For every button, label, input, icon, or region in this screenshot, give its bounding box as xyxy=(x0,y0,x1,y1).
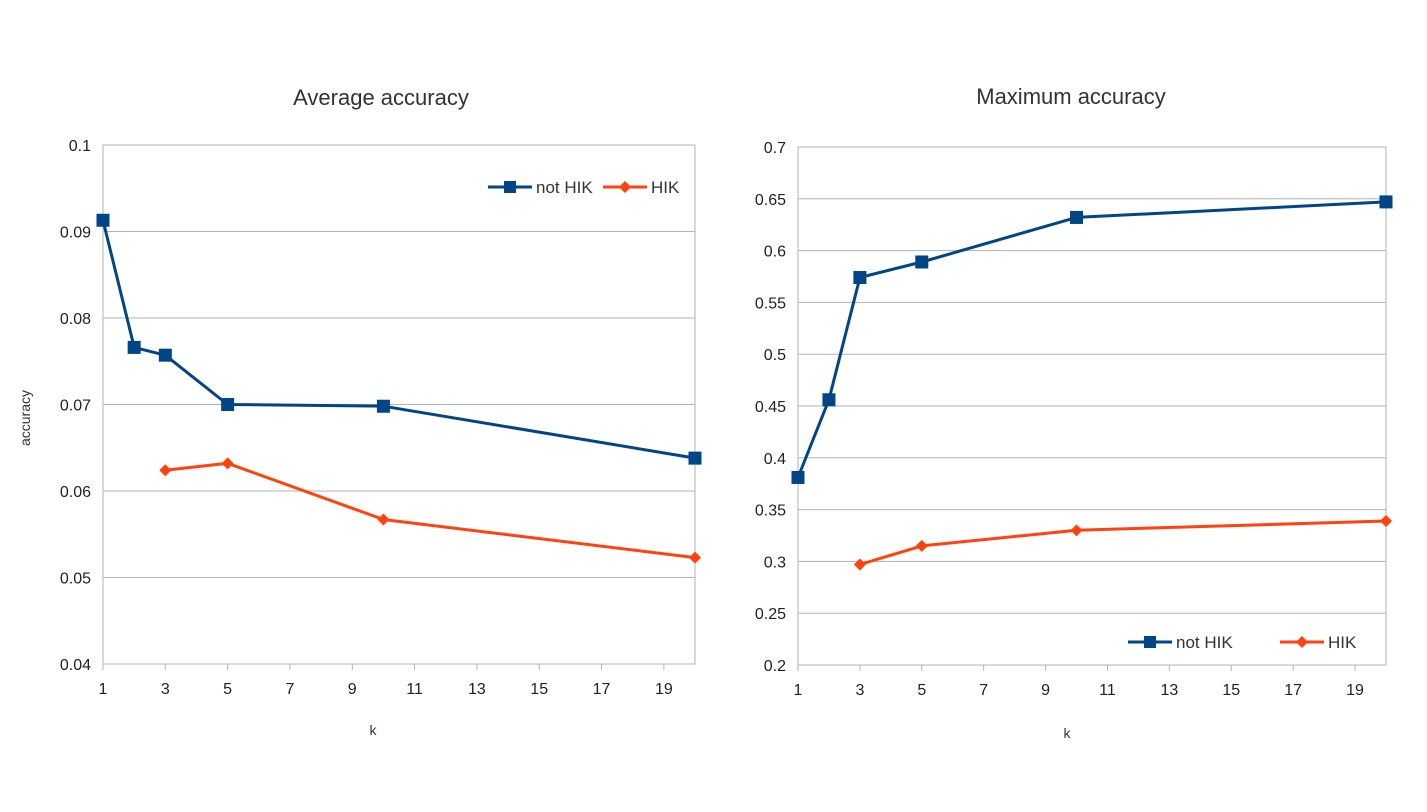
data-point xyxy=(221,457,234,470)
data-point xyxy=(1380,514,1392,527)
y-axis-label: accuracy xyxy=(17,390,33,446)
average-accuracy-chart: Average accuracy k accuracy 0.04 0.05 0.06… xyxy=(17,85,702,738)
legend-item: HIK xyxy=(1280,633,1357,652)
y-tick-label: 0.06 xyxy=(60,484,91,501)
legend-marker xyxy=(619,181,631,193)
data-point xyxy=(915,539,928,552)
y-tick-label: 0.55 xyxy=(755,295,786,312)
chart-title: Maximum accuracy xyxy=(976,84,1165,109)
y-tick-label: 0.25 xyxy=(755,606,786,623)
x-tick-label: 17 xyxy=(1284,682,1302,699)
legend-marker xyxy=(1296,636,1308,648)
series-line xyxy=(859,519,1387,566)
maximum-accuracy-chart: Maximum accuracy k 0.2 0.25 0.3 0.35 0.4 0.45… xyxy=(755,84,1393,741)
x-tick-label: 19 xyxy=(655,681,673,698)
series-not-hik xyxy=(96,213,702,465)
x-tick-label: 7 xyxy=(285,681,294,698)
x-tick-label: 5 xyxy=(223,681,232,698)
legend-marker xyxy=(1144,636,1156,648)
y-tick-label: 0.04 xyxy=(60,657,91,674)
data-point xyxy=(915,255,929,269)
y-tick-label: 0.45 xyxy=(755,399,786,416)
y-tick-label: 0.2 xyxy=(764,658,786,675)
x-tick-label: 13 xyxy=(468,681,486,698)
legend: not HIK HIK xyxy=(1128,633,1357,652)
series-hik xyxy=(853,514,1392,571)
data-point xyxy=(158,348,172,362)
legend: not HIK HIK xyxy=(488,178,680,197)
data-point xyxy=(1070,524,1083,537)
x-axis-label: k xyxy=(1064,725,1072,741)
y-tick-label: 0.6 xyxy=(764,244,786,261)
x-tick-label: 1 xyxy=(794,682,803,699)
x-tick-label: 19 xyxy=(1346,682,1364,699)
y-tick-label: 0.08 xyxy=(60,311,91,328)
x-tick-label: 5 xyxy=(917,682,926,699)
x-tick-label: 7 xyxy=(979,682,988,699)
chart-title: Average accuracy xyxy=(293,85,469,110)
series-line xyxy=(101,219,696,460)
y-tick-label: 0.05 xyxy=(60,571,91,588)
y-tick-label: 0.3 xyxy=(764,554,786,571)
data-point xyxy=(159,464,172,477)
data-point xyxy=(376,399,390,413)
y-tick-label: 0.4 xyxy=(764,451,786,468)
x-tick-label: 1 xyxy=(99,681,108,698)
data-point xyxy=(853,558,866,571)
gridlines xyxy=(103,144,695,665)
legend-label: HIK xyxy=(651,178,680,197)
data-point xyxy=(853,271,867,285)
data-point xyxy=(791,470,805,484)
x-tick-label: 11 xyxy=(406,681,423,698)
gridlines xyxy=(798,146,1386,666)
data-point xyxy=(689,551,701,564)
data-point xyxy=(221,398,235,411)
data-point xyxy=(688,451,702,465)
x-axis-label: k xyxy=(370,722,378,738)
series-line xyxy=(165,461,696,560)
x-tick-label: 9 xyxy=(1041,682,1050,699)
data-point xyxy=(127,340,141,354)
legend-label: not HIK xyxy=(536,178,593,197)
x-tick-label: 3 xyxy=(855,682,864,699)
y-tick-label: 0.65 xyxy=(755,192,786,209)
series-hik xyxy=(159,457,701,564)
x-tick-label: 13 xyxy=(1160,682,1178,699)
y-tick-label: 0.07 xyxy=(60,398,91,415)
x-tick-label: 9 xyxy=(348,681,357,698)
legend-marker xyxy=(504,181,516,193)
x-tick-label: 11 xyxy=(1099,682,1116,699)
y-tick-label: 0.5 xyxy=(764,347,786,364)
data-point xyxy=(1379,195,1393,209)
legend-item: not HIK xyxy=(1128,633,1233,652)
legend-item: not HIK xyxy=(488,178,593,197)
y-tick-label: 0.35 xyxy=(755,503,786,520)
data-point xyxy=(96,213,110,227)
legend-label: not HIK xyxy=(1176,633,1233,652)
plot-area xyxy=(797,146,1387,666)
series-line xyxy=(796,200,1387,479)
legend-item: HIK xyxy=(603,178,680,197)
x-tick-label: 3 xyxy=(161,681,170,698)
data-point xyxy=(377,513,390,526)
series-not-hik xyxy=(791,195,1393,484)
plot-area xyxy=(102,144,696,665)
legend-label: HIK xyxy=(1328,633,1357,652)
data-point xyxy=(822,393,836,407)
y-tick-label: 0.1 xyxy=(69,138,91,155)
y-tick-label: 0.7 xyxy=(764,140,786,157)
y-tick-label: 0.09 xyxy=(60,225,91,242)
data-point xyxy=(1070,210,1084,224)
x-tick-label: 15 xyxy=(530,681,548,698)
x-tick-label: 17 xyxy=(593,681,611,698)
x-tick-label: 15 xyxy=(1222,682,1240,699)
